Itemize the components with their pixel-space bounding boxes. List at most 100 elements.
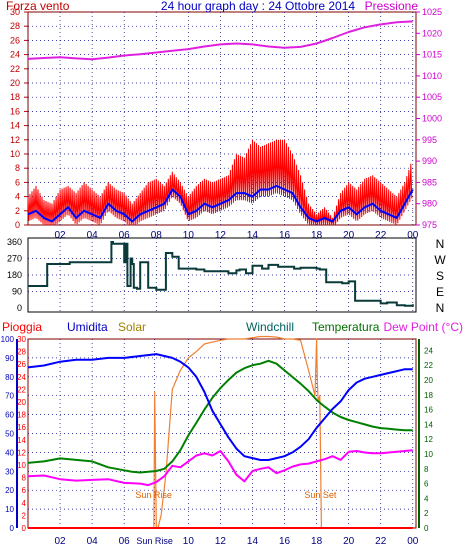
humidity-tick-label: 80	[5, 373, 14, 382]
x-tick-label: 18	[311, 536, 323, 547]
x-tick-label: Sun Rise	[136, 536, 173, 546]
temperature-tick-label: 14	[424, 420, 433, 429]
x-tick-label: 02	[55, 536, 67, 547]
degree-tick-label: 360	[7, 237, 22, 247]
pressure-axis: 975 980 985 990 995 1000 1005 1010 1015 1020 1025	[416, 7, 442, 230]
pressure-tick-label: 995	[422, 135, 437, 145]
rain-tick-label: 30	[17, 335, 26, 344]
temperature-humidity-series	[27, 335, 413, 529]
legend-dew-point: Dew Point (°C)	[384, 320, 463, 334]
wind-speed-tick-label: 20	[10, 78, 20, 88]
x-tick-label: 06	[119, 536, 131, 547]
wind-speed-tick-label: 26	[10, 35, 20, 45]
temperature-series	[27, 359, 413, 474]
temperature-tick-label: 4	[424, 494, 429, 503]
temperature-tick-label: 16	[424, 406, 433, 415]
wind-direction-grid	[28, 238, 416, 312]
humidity-tick-label: 20	[5, 486, 14, 495]
x-tick-label: 12	[215, 536, 227, 547]
humidity-series	[27, 353, 413, 461]
temperature-tick-label: 0	[424, 524, 429, 533]
degree-tick-label: 270	[7, 254, 22, 264]
wind-pressure-time-axis: 02 04 06 08 10 12 14 16 18 20 22 00	[55, 230, 419, 241]
x-tick-label: 06	[119, 230, 131, 241]
temperature-tick-label: 12	[424, 435, 433, 444]
rain-tick-label: 2	[22, 511, 27, 520]
legend-umidita: Umidita	[67, 320, 108, 334]
compass-label: N	[436, 301, 445, 315]
x-tick-label: 14	[247, 536, 259, 547]
x-tick-label: 16	[279, 536, 291, 547]
solar-series	[28, 335, 413, 529]
x-tick-label: 20	[343, 230, 355, 241]
humidity-tick-label: 90	[5, 354, 14, 363]
pressure-tick-label: 1010	[422, 71, 442, 81]
degree-tick-label: 90	[12, 287, 22, 297]
wind-pressure-series	[27, 20, 414, 226]
x-tick-label: 10	[183, 230, 195, 241]
pressure-tick-label: 1005	[422, 92, 442, 102]
humidity-tick-label: 60	[5, 411, 14, 420]
humidity-tick-label: 10	[5, 505, 14, 514]
rain-tick-label: 8	[22, 474, 27, 483]
pressure-tick-label: 1000	[422, 114, 442, 124]
pressure-series	[27, 20, 413, 61]
x-tick-label: 08	[151, 230, 163, 241]
legend-windchill: Windchill	[246, 320, 294, 334]
x-tick-label: 10	[183, 536, 195, 547]
wind-speed-series	[27, 184, 414, 223]
wind-speed-tick-label: 6	[15, 177, 20, 187]
wind-speed-tick-label: 18	[10, 92, 20, 102]
wind-speed-tick-label: 28	[10, 21, 20, 31]
humidity-tick-label: 70	[5, 392, 14, 401]
rain-tick-label: 10	[17, 461, 26, 470]
legend-temperatura: Temperatura	[312, 320, 380, 334]
legend-solar: Solar	[118, 320, 146, 334]
degree-tick-label: 180	[7, 270, 22, 280]
rain-tick-label: 0	[22, 524, 27, 533]
wind-speed-axis-title: Forza vento	[6, 0, 70, 13]
compass-label: S	[436, 269, 444, 283]
temperature-humidity-legend: Pioggia Umidita Solar Windchill Temperat…	[2, 320, 463, 334]
compass-label: W	[434, 253, 446, 267]
wind-direction-series	[28, 241, 414, 307]
x-tick-label: 02	[55, 230, 67, 241]
rain-tick-label: 6	[22, 486, 27, 495]
sun-set-label: Sun Set	[304, 490, 337, 500]
pressure-tick-label: 1025	[422, 7, 442, 17]
pressure-tick-label: 985	[422, 177, 437, 187]
x-tick-label: 00	[407, 536, 419, 547]
degree-tick-label: 0	[17, 303, 22, 313]
wind-speed-tick-label: 14	[10, 121, 20, 131]
temperature-tick-label: 2	[424, 509, 429, 518]
rain-tick-label: 22	[17, 385, 26, 394]
temperature-tick-label: 22	[424, 361, 433, 370]
x-tick-label: 12	[215, 230, 227, 241]
rain-tick-label: 28	[17, 348, 26, 357]
humidity-tick-label: 0	[10, 524, 15, 533]
pressure-tick-label: 1015	[422, 50, 442, 60]
wind-speed-tick-label: 8	[15, 163, 20, 173]
rain-tick-label: 16	[17, 423, 26, 432]
pressure-tick-label: 990	[422, 156, 437, 166]
x-tick-label: 22	[375, 536, 387, 547]
x-tick-label: 04	[87, 536, 99, 547]
x-tick-label: 18	[311, 230, 323, 241]
temperature-humidity-time-axis: 02 04 06 Sun Rise 10 12 14 16 18 20 22 00	[55, 536, 419, 547]
humidity-tick-label: 40	[5, 448, 14, 457]
pressure-tick-label: 975	[422, 220, 437, 230]
gust-series	[27, 139, 413, 226]
sun-rise-label: Sun Rise	[135, 490, 172, 500]
wind-speed-tick-label: 4	[15, 192, 20, 202]
humidity-tick-label: 100	[1, 335, 15, 344]
wind-speed-tick-label: 16	[10, 106, 20, 116]
rain-tick-label: 24	[17, 373, 26, 382]
wind-speed-tick-label: 10	[10, 149, 20, 159]
wind-speed-tick-label: 2	[15, 206, 20, 216]
humidity-tick-label: 50	[5, 430, 14, 439]
